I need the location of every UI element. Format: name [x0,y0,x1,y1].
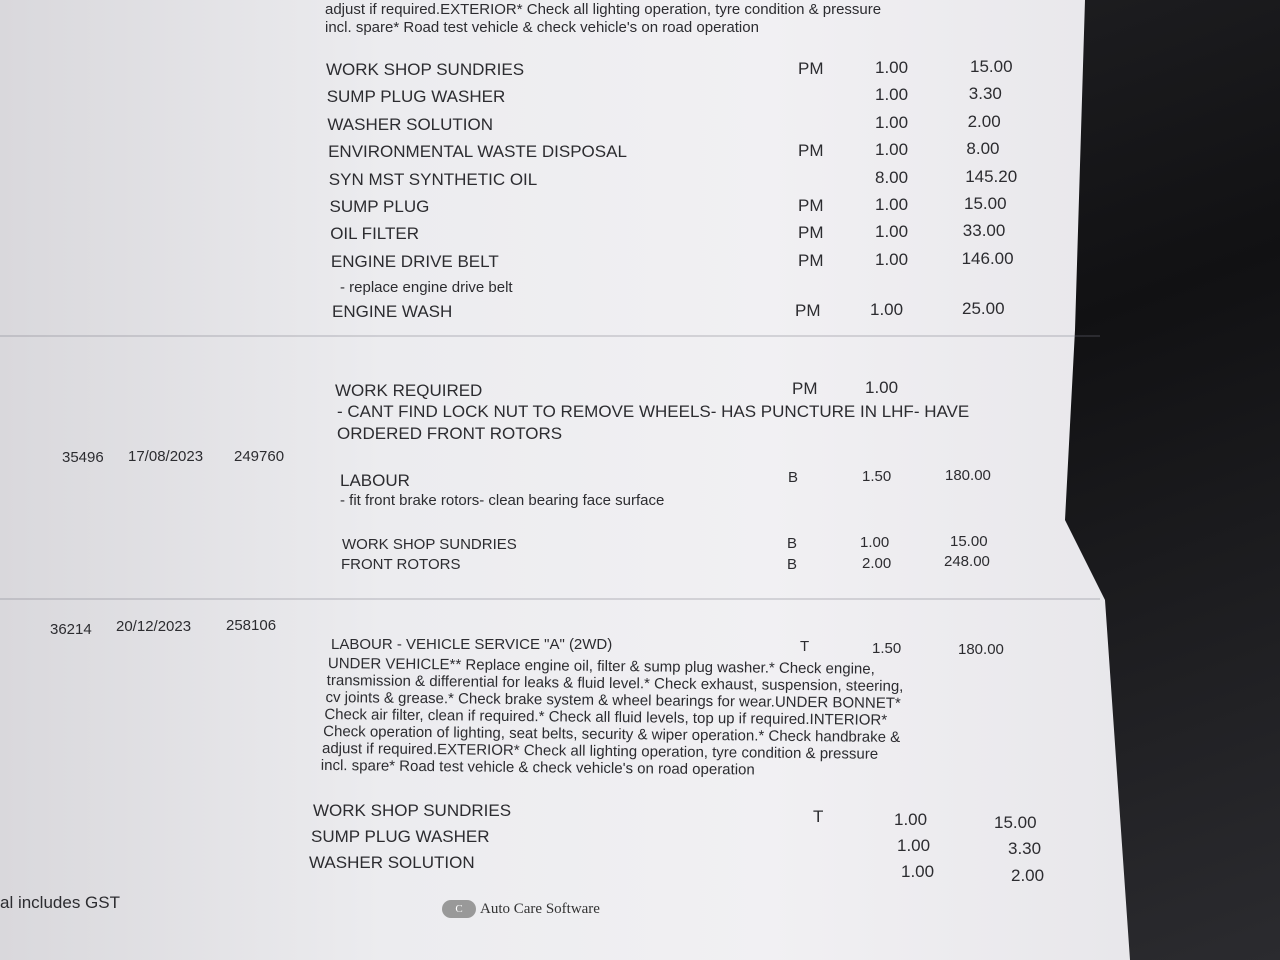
labour-note: - fit front brake rotors- clean bearing … [340,492,665,509]
item-amount: 2.00 [1011,866,1045,885]
item-amount: 3.30 [1008,839,1042,858]
top-text-line: adjust if required.EXTERIOR* Check all l… [325,1,882,18]
odometer: 258106 [226,617,277,634]
item-code: PM [798,251,824,270]
item-desc: WORK SHOP SUNDRIES [326,60,525,79]
invoice-number: 35496 [62,449,104,466]
item-qty: 1.00 [875,140,909,159]
item-desc: SUMP PLUG [329,197,430,216]
item-desc: WASHER SOLUTION [327,115,493,134]
item-qty: 1.00 [875,250,909,269]
item-qty: 8.00 [875,168,909,187]
paper-fold [0,598,1100,600]
item-code: T [813,807,824,826]
service-description: UNDER VEHICLE** Replace engine oil, filt… [321,655,1018,781]
item-desc: LABOUR [340,471,410,490]
item-qty: 1.00 [865,378,899,397]
item-qty: 1.50 [862,468,892,485]
item-code: PM [795,301,821,320]
paper-fold [0,335,1100,337]
item-qty: 1.50 [872,640,902,657]
item-desc: ENVIRONMENTAL WASTE DISPOSAL [328,142,627,161]
item-qty: 1.00 [870,300,904,319]
item-code: B [787,535,798,552]
item-code: PM [798,141,824,160]
item-desc: LABOUR - VEHICLE SERVICE "A" (2WD) [331,636,613,653]
software-logo: C Auto Care Software [442,900,600,918]
item-amount: 146.00 [961,249,1014,268]
software-name: Auto Care Software [480,900,600,917]
item-desc: OIL FILTER [330,224,419,243]
item-desc: WORK SHOP SUNDRIES [313,801,512,820]
invoice-date: 20/12/2023 [116,618,192,635]
item-desc: ENGINE DRIVE BELT [330,252,499,271]
item-desc: SUMP PLUG WASHER [311,827,490,846]
item-amount: 145.20 [965,167,1018,186]
work-note: ORDERED FRONT ROTORS [337,424,563,443]
item-code: B [787,556,798,573]
drive-belt-note: - replace engine drive belt [340,279,513,296]
invoice-number: 36214 [50,621,92,638]
item-code: PM [792,379,818,398]
item-amount: 180.00 [958,641,1004,658]
item-desc: WORK SHOP SUNDRIES [342,536,517,553]
item-amount: 15.00 [970,57,1013,76]
item-qty: 1.00 [894,810,928,829]
work-note: - CANT FIND LOCK NUT TO REMOVE WHEELS- H… [337,402,970,421]
item-code: PM [798,223,824,242]
item-amount: 25.00 [962,299,1005,318]
item-desc: WORK REQUIRED [335,381,483,400]
item-amount: 8.00 [966,139,1000,158]
item-desc: SYN MST SYNTHETIC OIL [328,170,538,189]
item-qty: 1.00 [875,113,909,132]
item-code: PM [798,59,824,78]
item-qty: 1.00 [875,195,909,214]
item-qty: 1.00 [875,85,909,104]
top-text-line: incl. spare* Road test vehicle & check v… [325,19,759,36]
item-amount: 248.00 [944,553,990,570]
gst-note: al includes GST [0,893,120,912]
item-qty: 1.00 [897,836,931,855]
item-amount: 33.00 [962,221,1006,240]
item-amount: 15.00 [950,533,988,550]
item-qty: 1.00 [901,862,935,881]
item-desc: FRONT ROTORS [341,556,461,573]
item-qty: 1.00 [875,58,909,77]
item-amount: 15.00 [994,813,1037,832]
item-code: PM [798,196,824,215]
item-code: T [800,638,810,655]
item-amount: 2.00 [967,112,1001,131]
odometer: 249760 [234,448,285,465]
item-code: B [788,469,799,486]
item-desc: ENGINE WASH [332,302,453,321]
invoice-date: 17/08/2023 [128,448,204,465]
item-amount: 180.00 [945,467,991,484]
logo-icon: C [442,900,476,918]
item-desc: SUMP PLUG WASHER [326,87,506,106]
item-qty: 2.00 [862,555,892,572]
item-amount: 15.00 [964,194,1007,213]
item-amount: 3.30 [968,84,1002,103]
item-qty: 1.00 [860,534,890,551]
item-desc: WASHER SOLUTION [309,853,475,872]
item-qty: 1.00 [875,222,909,241]
